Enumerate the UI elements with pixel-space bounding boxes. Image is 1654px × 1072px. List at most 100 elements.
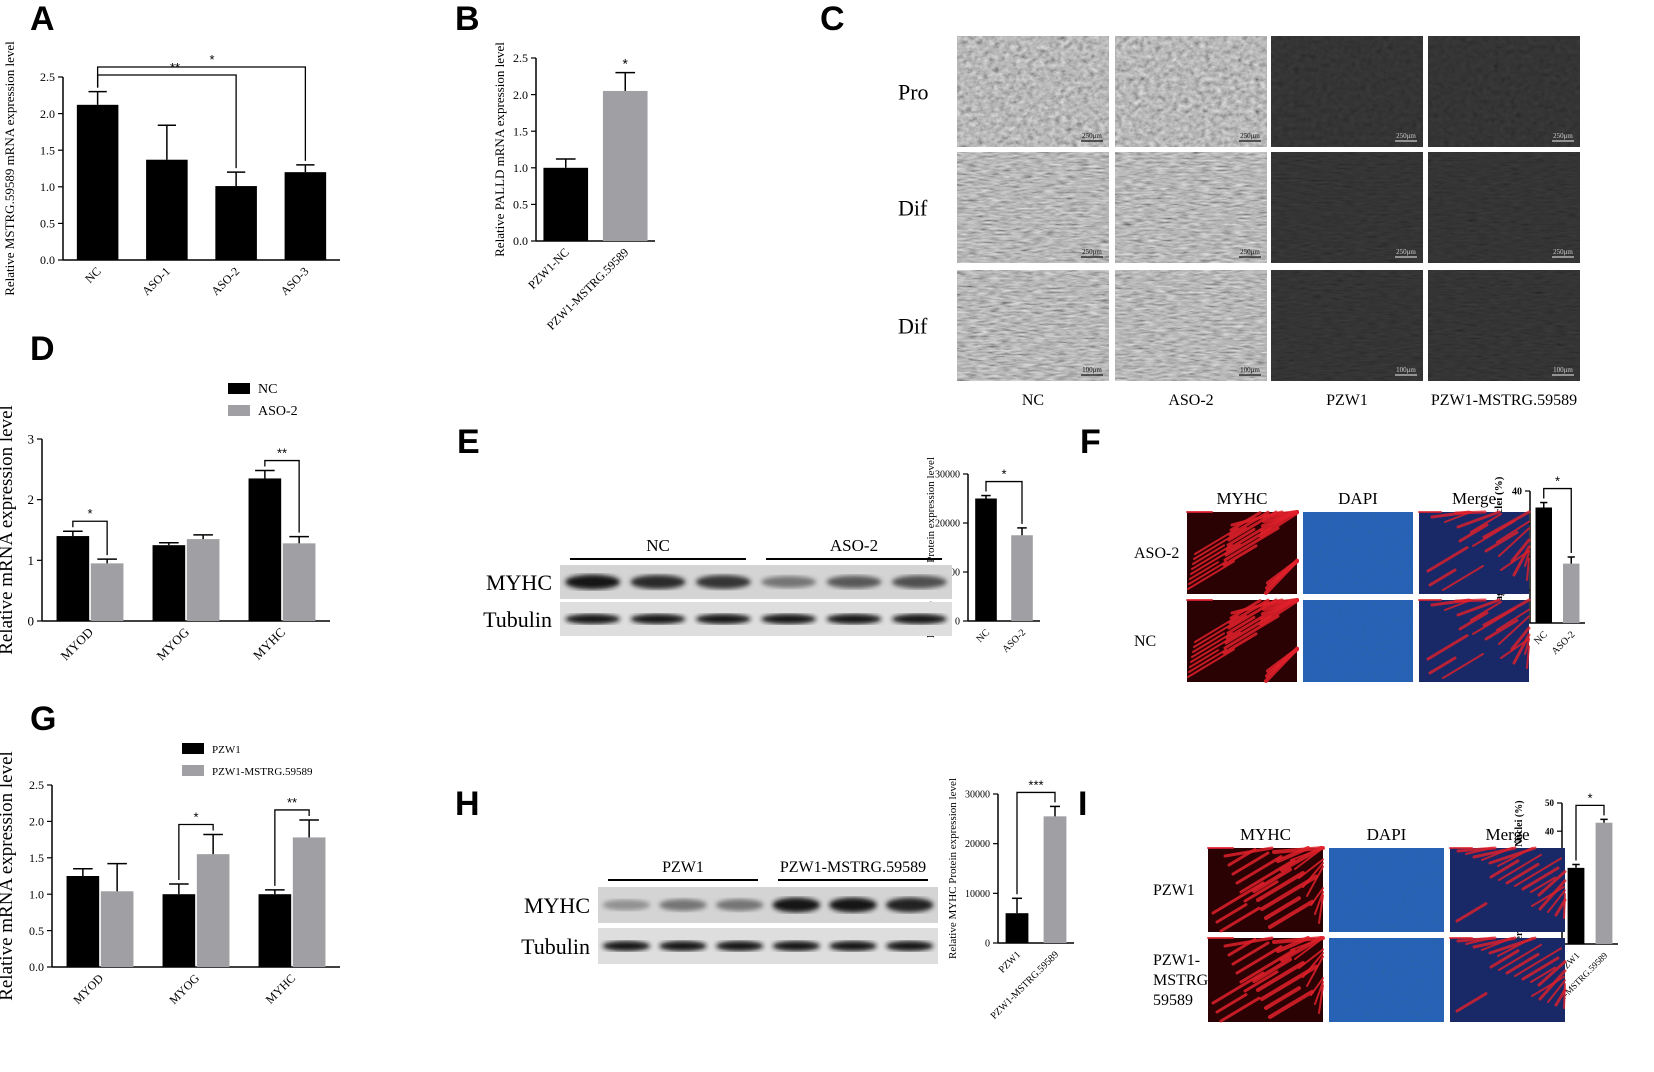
- merge-fiber: [1481, 937, 1513, 951]
- myhc-fiber: [1256, 961, 1305, 992]
- scale-bar-label: 250μm: [1553, 248, 1573, 256]
- scale-bar-label: 250μm: [1082, 132, 1102, 140]
- micrograph-r1-c3: 250μm: [1428, 152, 1580, 263]
- category-label: MYOG: [166, 971, 202, 1007]
- merge-fiber: [1458, 611, 1489, 631]
- y-tick-label: 10000: [965, 889, 990, 900]
- micrograph-r2-c2: 100μm: [1271, 270, 1423, 381]
- myhc-fiber: [1252, 957, 1292, 983]
- micrograph-r0-c2: 250μm: [1271, 36, 1423, 147]
- dapi-tint: [1303, 512, 1413, 594]
- y-axis-label: Relative mRNA expression level: [0, 405, 17, 655]
- myhc-fiber: [1188, 560, 1227, 585]
- y-tick-label: 30000: [965, 790, 990, 801]
- bar: [1005, 913, 1029, 943]
- dapi-nuclei: [1303, 600, 1413, 682]
- y-tick-label: 0.5: [40, 217, 55, 231]
- micrograph-texture: [957, 36, 1109, 147]
- significance-bracket: [1575, 804, 1605, 861]
- blot-membrane: [598, 928, 938, 964]
- category-label: PZW1: [997, 949, 1023, 975]
- y-tick-label: 2.5: [513, 51, 528, 65]
- category-label: NC: [1532, 629, 1550, 647]
- if-image-r1-c2: [1449, 936, 1567, 1022]
- myhc-fiber: [1256, 871, 1305, 902]
- immunofluorescence-f: MYHC DAPI Merge ASO-2 NC: [1134, 489, 1531, 683]
- western-blot-e: NC ASO-2 MYHC Tubulin: [483, 536, 952, 636]
- myhc-fiber: [1226, 615, 1256, 635]
- myhc-fiber: [1194, 615, 1239, 643]
- scale-bar-label: 250μm: [1082, 248, 1102, 256]
- blot-group-label: NC: [646, 536, 670, 555]
- micrograph-row-label: Dif: [898, 314, 928, 339]
- significance-mark: **: [277, 446, 287, 461]
- myhc-fiber: [1243, 880, 1279, 903]
- merge-fiber: [1547, 979, 1566, 1003]
- blot-band: [885, 941, 934, 951]
- if-image-r0-c2: [1418, 510, 1531, 594]
- myhc-fiber: [1230, 598, 1284, 615]
- if-image-r1-c1: [1303, 600, 1413, 682]
- western-blot-h: PZW1 PZW1-MSTRG.59589 MYHC Tubulin: [521, 859, 938, 964]
- myhc-fiber: [1215, 903, 1248, 924]
- if-image-r1-c2: [1418, 598, 1531, 682]
- merge-fiber: [1428, 568, 1457, 587]
- scale-bar-label: 250μm: [1240, 132, 1260, 140]
- myhc-fiber: [1239, 858, 1296, 894]
- scale-bar-label: 250μm: [1553, 132, 1573, 140]
- significance-bracket: [1543, 487, 1572, 553]
- myhc-fiber: [1235, 855, 1283, 885]
- bar: [1043, 816, 1067, 943]
- bar: [1535, 507, 1552, 623]
- significance-bracket: [72, 520, 108, 556]
- myhc-fiber: [1294, 937, 1324, 960]
- merge-fiber: [1484, 618, 1519, 641]
- myhc-fiber: [1231, 941, 1270, 966]
- bar: [975, 498, 997, 621]
- merge-fiber: [1537, 960, 1567, 987]
- blot-band: [602, 899, 651, 911]
- myhc-fiber: [1187, 560, 1235, 590]
- merge-fiber: [1498, 853, 1542, 881]
- dapi-tint: [1303, 600, 1413, 682]
- myhc-fiber: [1190, 631, 1241, 663]
- category-label: PZW1-MSTRG.59589: [989, 949, 1061, 1021]
- myhc-fiber: [1290, 937, 1324, 951]
- merge-fiber: [1530, 966, 1556, 983]
- merge-fiber: [1465, 847, 1493, 855]
- merge-fiber: [1521, 956, 1560, 981]
- blot-row-label: MYHC: [524, 893, 590, 918]
- merge-fiber: [1497, 937, 1533, 957]
- merge-fiber: [1455, 902, 1488, 923]
- merge-fiber: [1498, 527, 1530, 557]
- panel-letter-d: D: [30, 330, 55, 368]
- myhc-fiber: [1223, 614, 1280, 650]
- micrograph-col-label: PZW1-MSTRG.59589: [1431, 392, 1577, 409]
- y-tick-label: 1.0: [29, 887, 44, 901]
- if-image-r0-c2: [1449, 846, 1567, 932]
- significance-bracket: [96, 66, 307, 161]
- y-tick-label: 50: [1545, 798, 1555, 808]
- bar: [100, 891, 134, 967]
- if-col-label: MYHC: [1240, 825, 1291, 844]
- bar: [66, 876, 100, 967]
- category-label: MYHC: [250, 625, 288, 663]
- merge-fiber: [1521, 866, 1560, 891]
- y-tick-label: 0.5: [29, 924, 44, 938]
- micrograph-r2-c3: 100μm: [1428, 270, 1580, 381]
- chart-b: 0.0 0.5 1.0 1.5 2.0 2.5 Relative PALLD mRNA ex…: [492, 42, 655, 333]
- merge-fiber: [1496, 608, 1530, 631]
- y-tick-label: 2: [28, 492, 35, 507]
- if-image-r0-c1: [1329, 848, 1444, 932]
- myhc-fiber: [1222, 632, 1258, 655]
- legend: NC ASO-2: [228, 382, 298, 419]
- y-tick-label: 1.0: [513, 161, 528, 175]
- merge-fiber: [1512, 545, 1531, 577]
- blot-band: [715, 899, 764, 911]
- panel-letter-e: E: [457, 423, 480, 461]
- myhc-fiber: [1235, 945, 1283, 975]
- if-row-label: PZW1-: [1153, 952, 1200, 969]
- panel-letter-i: I: [1078, 785, 1087, 823]
- blot-band: [630, 614, 686, 624]
